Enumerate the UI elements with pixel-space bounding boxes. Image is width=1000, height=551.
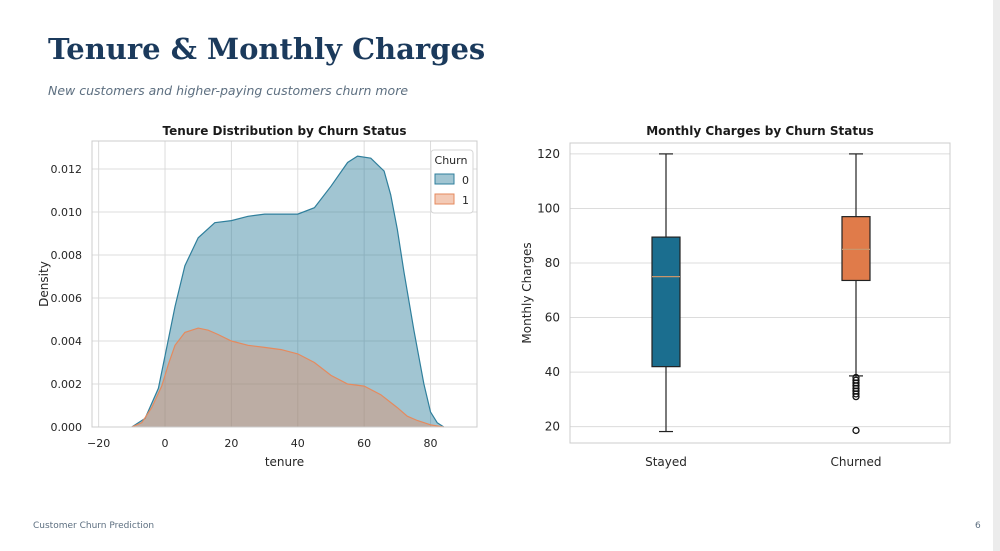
y-tick-label: 60 [545,311,560,325]
y-tick-label: 0.002 [51,378,83,391]
plot-area [92,141,477,427]
plot-frame [91,140,478,428]
x-tick-label: −20 [87,437,110,450]
density-line-series-1 [131,327,444,428]
y-tick-label: 0.012 [51,163,83,176]
legend-box [430,149,474,214]
x-tick-label: 0 [162,437,169,450]
x-tick-label: 80 [424,437,438,450]
density-area-series-1 [131,328,444,427]
x-tick-label: 60 [357,437,371,450]
slide-title: Tenure & Monthly Charges [48,32,486,66]
slide-edge [993,0,1000,551]
y-tick-label: 0.000 [51,421,83,434]
box-stayed [651,236,681,368]
density-line-series-0 [131,155,445,428]
y-tick-label: 0.006 [51,292,83,305]
outlier-point [852,373,860,382]
footer-text: Customer Churn Prediction [33,521,155,531]
chart-title: Monthly Charges by Churn Status [646,124,874,138]
legend-label-0: 0 [462,174,469,187]
x-tick-label: 40 [291,437,305,450]
legend-label-1: 1 [462,194,469,207]
chart-title: Tenure Distribution by Churn Status [162,124,406,138]
y-tick-label: 40 [545,365,560,379]
y-tick-label: 100 [537,201,560,215]
legend-title: Churn [435,154,468,167]
y-tick-label: 0.010 [51,206,83,219]
slide-subtitle: New customers and higher-paying customer… [48,83,409,98]
tenure-kde-chart: −20 0 20 40 60 80 0.000 0.002 0.004 0.006 0.008 0.0… [37,124,478,469]
outlier-point [852,376,860,384]
plot-frame [569,142,951,444]
y-tick-label: 0.004 [51,335,83,348]
legend-swatch-0 [434,173,455,185]
box-churned [841,216,871,282]
x-axis-label: tenure [265,455,304,469]
x-tick-label: 20 [224,437,238,450]
y-tick-label: 120 [537,147,560,161]
legend-swatch-1 [434,193,455,205]
x-tick-label: Stayed [645,455,687,469]
y-tick-label: 20 [545,420,560,434]
plot-area [570,143,950,443]
y-axis-label: Monthly Charges [520,242,534,343]
y-tick-label: 80 [545,256,560,270]
page-number: 6 [975,521,981,531]
y-tick-label: 0.008 [51,249,83,262]
density-area-series-0 [131,156,444,427]
x-tick-label: Churned [831,455,882,469]
outlier-point [852,426,860,435]
y-axis-label: Density [37,261,51,307]
